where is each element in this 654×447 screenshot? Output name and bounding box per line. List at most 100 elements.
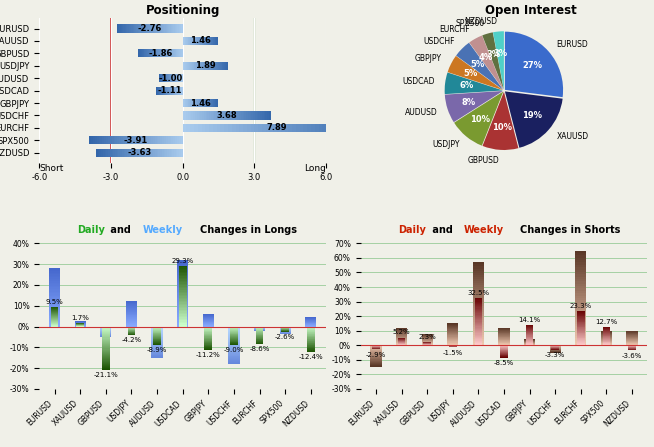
Bar bbox=[220, 124, 224, 132]
Bar bbox=[307, 330, 315, 331]
Bar bbox=[526, 337, 534, 338]
Bar bbox=[186, 37, 187, 45]
Bar bbox=[577, 331, 585, 332]
Bar bbox=[126, 303, 137, 304]
Bar bbox=[370, 346, 381, 347]
Bar bbox=[228, 350, 239, 351]
Bar bbox=[577, 321, 585, 322]
Bar bbox=[222, 111, 223, 119]
Bar bbox=[194, 37, 196, 45]
Text: -1.5%: -1.5% bbox=[443, 350, 463, 356]
Bar bbox=[201, 124, 205, 132]
Text: 5%: 5% bbox=[464, 69, 478, 78]
Bar bbox=[370, 365, 381, 366]
Bar bbox=[177, 310, 188, 312]
Bar bbox=[230, 338, 238, 339]
Bar bbox=[115, 136, 117, 144]
Text: 4%: 4% bbox=[479, 54, 493, 63]
Bar bbox=[177, 270, 188, 272]
Bar bbox=[205, 330, 212, 331]
Bar bbox=[126, 317, 137, 318]
Bar bbox=[102, 358, 110, 359]
Bar bbox=[49, 270, 60, 271]
Bar bbox=[145, 149, 146, 157]
Bar bbox=[102, 136, 104, 144]
Bar bbox=[207, 111, 209, 119]
Bar bbox=[262, 124, 266, 132]
Bar bbox=[370, 349, 381, 350]
Bar bbox=[51, 324, 58, 325]
Bar bbox=[212, 99, 213, 107]
Bar bbox=[577, 315, 585, 316]
Bar bbox=[576, 295, 587, 298]
Bar bbox=[208, 62, 209, 70]
Bar bbox=[473, 287, 484, 289]
Bar bbox=[370, 359, 381, 360]
Bar bbox=[49, 274, 60, 276]
Bar bbox=[187, 37, 188, 45]
Bar bbox=[473, 320, 484, 322]
Bar bbox=[228, 339, 239, 340]
Bar bbox=[110, 149, 112, 157]
Bar bbox=[473, 299, 484, 302]
Bar bbox=[49, 306, 60, 308]
Bar bbox=[102, 335, 110, 337]
Bar bbox=[117, 136, 119, 144]
Bar bbox=[177, 293, 188, 295]
Bar bbox=[228, 341, 239, 342]
Bar bbox=[190, 37, 191, 45]
Bar bbox=[184, 37, 185, 45]
Text: -2.76: -2.76 bbox=[137, 24, 162, 33]
Bar bbox=[273, 124, 277, 132]
Bar bbox=[226, 62, 227, 70]
Bar bbox=[228, 354, 239, 355]
Bar bbox=[197, 111, 199, 119]
Bar bbox=[49, 291, 60, 293]
Bar bbox=[192, 111, 193, 119]
Bar bbox=[197, 62, 198, 70]
Bar bbox=[179, 325, 186, 327]
Bar bbox=[152, 334, 163, 335]
Bar bbox=[179, 281, 186, 283]
Bar bbox=[203, 99, 204, 107]
Bar bbox=[49, 282, 60, 283]
Bar bbox=[473, 262, 484, 264]
Bar bbox=[228, 336, 239, 337]
Bar bbox=[102, 355, 110, 356]
Bar bbox=[526, 326, 534, 327]
Bar bbox=[126, 323, 137, 324]
Bar bbox=[602, 330, 610, 331]
Text: SPX500: SPX500 bbox=[455, 19, 485, 28]
Bar bbox=[152, 351, 163, 352]
Bar bbox=[447, 332, 458, 333]
Text: 10%: 10% bbox=[492, 123, 511, 132]
Bar bbox=[475, 335, 482, 336]
Bar bbox=[602, 333, 610, 334]
Bar bbox=[177, 323, 188, 325]
Bar bbox=[173, 25, 175, 33]
Bar bbox=[576, 341, 587, 343]
Bar bbox=[186, 111, 188, 119]
Bar bbox=[228, 361, 239, 362]
Bar bbox=[576, 255, 587, 258]
Bar bbox=[205, 335, 212, 336]
Bar bbox=[177, 272, 188, 273]
Bar bbox=[135, 25, 137, 33]
Bar bbox=[526, 336, 534, 337]
Bar bbox=[179, 288, 186, 290]
Bar bbox=[169, 149, 171, 157]
Bar bbox=[193, 111, 195, 119]
Bar bbox=[124, 149, 126, 157]
Bar bbox=[303, 124, 307, 132]
Bar bbox=[228, 338, 239, 339]
Bar bbox=[228, 359, 239, 360]
Bar bbox=[475, 298, 482, 299]
Bar bbox=[577, 325, 585, 326]
Bar bbox=[576, 274, 587, 277]
Bar bbox=[473, 341, 484, 343]
Text: 10%: 10% bbox=[470, 115, 490, 124]
Bar bbox=[49, 276, 60, 277]
Bar bbox=[158, 49, 159, 57]
Bar bbox=[258, 111, 260, 119]
Bar bbox=[130, 25, 131, 33]
